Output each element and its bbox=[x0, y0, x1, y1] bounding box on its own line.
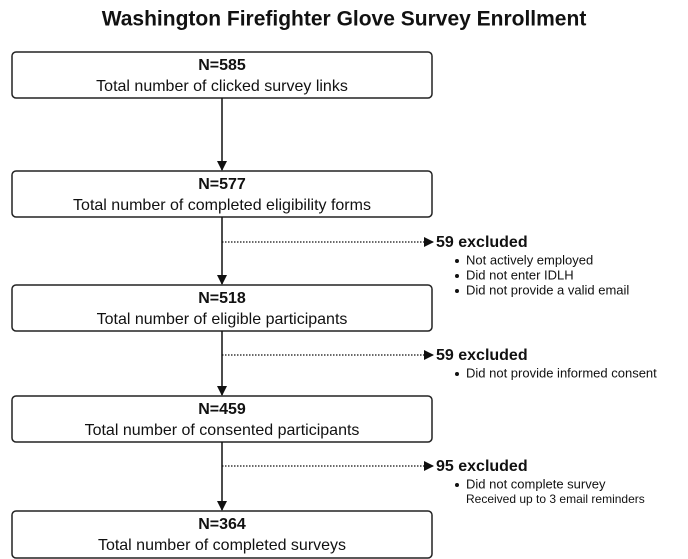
node-label: Total number of completed surveys bbox=[98, 537, 346, 554]
exclusion-item: Did not complete survey bbox=[466, 476, 606, 491]
node-count: N=364 bbox=[198, 516, 246, 533]
node-label: Total number of eligible participants bbox=[97, 311, 348, 328]
exclusion-item: Did not provide informed consent bbox=[466, 365, 657, 380]
bullet bbox=[455, 259, 459, 263]
node-count: N=518 bbox=[198, 290, 246, 307]
exclusion-note: Received up to 3 email reminders bbox=[466, 492, 645, 506]
bullet bbox=[455, 289, 459, 293]
bullet bbox=[455, 274, 459, 278]
exclusion-label: 59 excluded bbox=[436, 347, 528, 364]
exclusion-item: Not actively employed bbox=[466, 252, 593, 267]
exclusion-label: 59 excluded bbox=[436, 234, 528, 251]
node-count: N=585 bbox=[198, 57, 246, 74]
node-box bbox=[11, 510, 433, 559]
node-label: Total number of clicked survey links bbox=[96, 78, 348, 95]
exclusion-item: Did not enter IDLH bbox=[466, 267, 574, 282]
bullet bbox=[455, 483, 459, 487]
bullet bbox=[455, 372, 459, 376]
exclusion-label: 95 excluded bbox=[436, 458, 528, 475]
node-label: Total number of consented participants bbox=[85, 422, 360, 439]
node-count: N=577 bbox=[198, 176, 246, 193]
node-count: N=459 bbox=[198, 401, 246, 418]
exclusion-item: Did not provide a valid email bbox=[466, 282, 629, 297]
node-label: Total number of completed eligibility fo… bbox=[73, 197, 371, 214]
title: Washington Firefighter Glove Survey Enro… bbox=[102, 8, 587, 31]
